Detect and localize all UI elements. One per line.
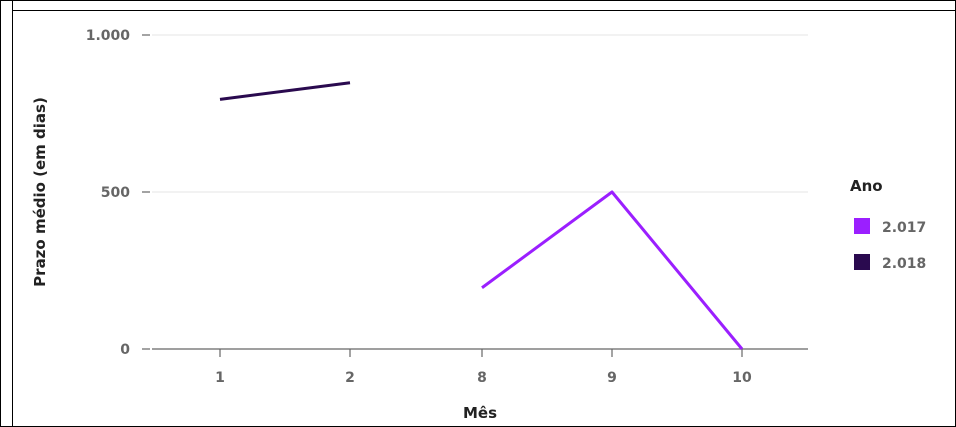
frame-divider	[12, 0, 13, 427]
y-tick-label-0: 0	[120, 342, 130, 358]
series-line-0-0	[481, 190, 744, 350]
y-tick-label-1: 500	[101, 185, 130, 201]
x-tick-label-3: 9	[607, 370, 617, 386]
y-axis-title: Prazo médio (em dias)	[31, 97, 49, 287]
x-tick-label-0: 1	[215, 370, 225, 386]
legend-label-1: 2.018	[882, 256, 926, 272]
legend-label-0: 2.017	[882, 220, 926, 236]
legend-swatch-1	[854, 254, 870, 270]
x-axis-title: Mês	[463, 404, 497, 422]
frame-top-border	[12, 10, 956, 11]
x-tick-labels: 1 2 8 9 10	[215, 349, 752, 386]
series-line-1-0	[219, 81, 351, 101]
y-tick-label-2: 1.000	[86, 28, 131, 44]
legend: Ano 2.017 2.018	[850, 177, 926, 272]
x-tick-label-1: 2	[345, 370, 355, 386]
gridlines	[152, 34, 808, 350]
legend-swatch-0	[854, 218, 870, 234]
x-tick-label-2: 8	[477, 370, 487, 386]
series-lines	[219, 81, 744, 350]
y-tick-labels: 0 500 1.000	[86, 28, 150, 358]
x-tick-label-4: 10	[732, 370, 752, 386]
legend-title: Ano	[850, 177, 883, 195]
